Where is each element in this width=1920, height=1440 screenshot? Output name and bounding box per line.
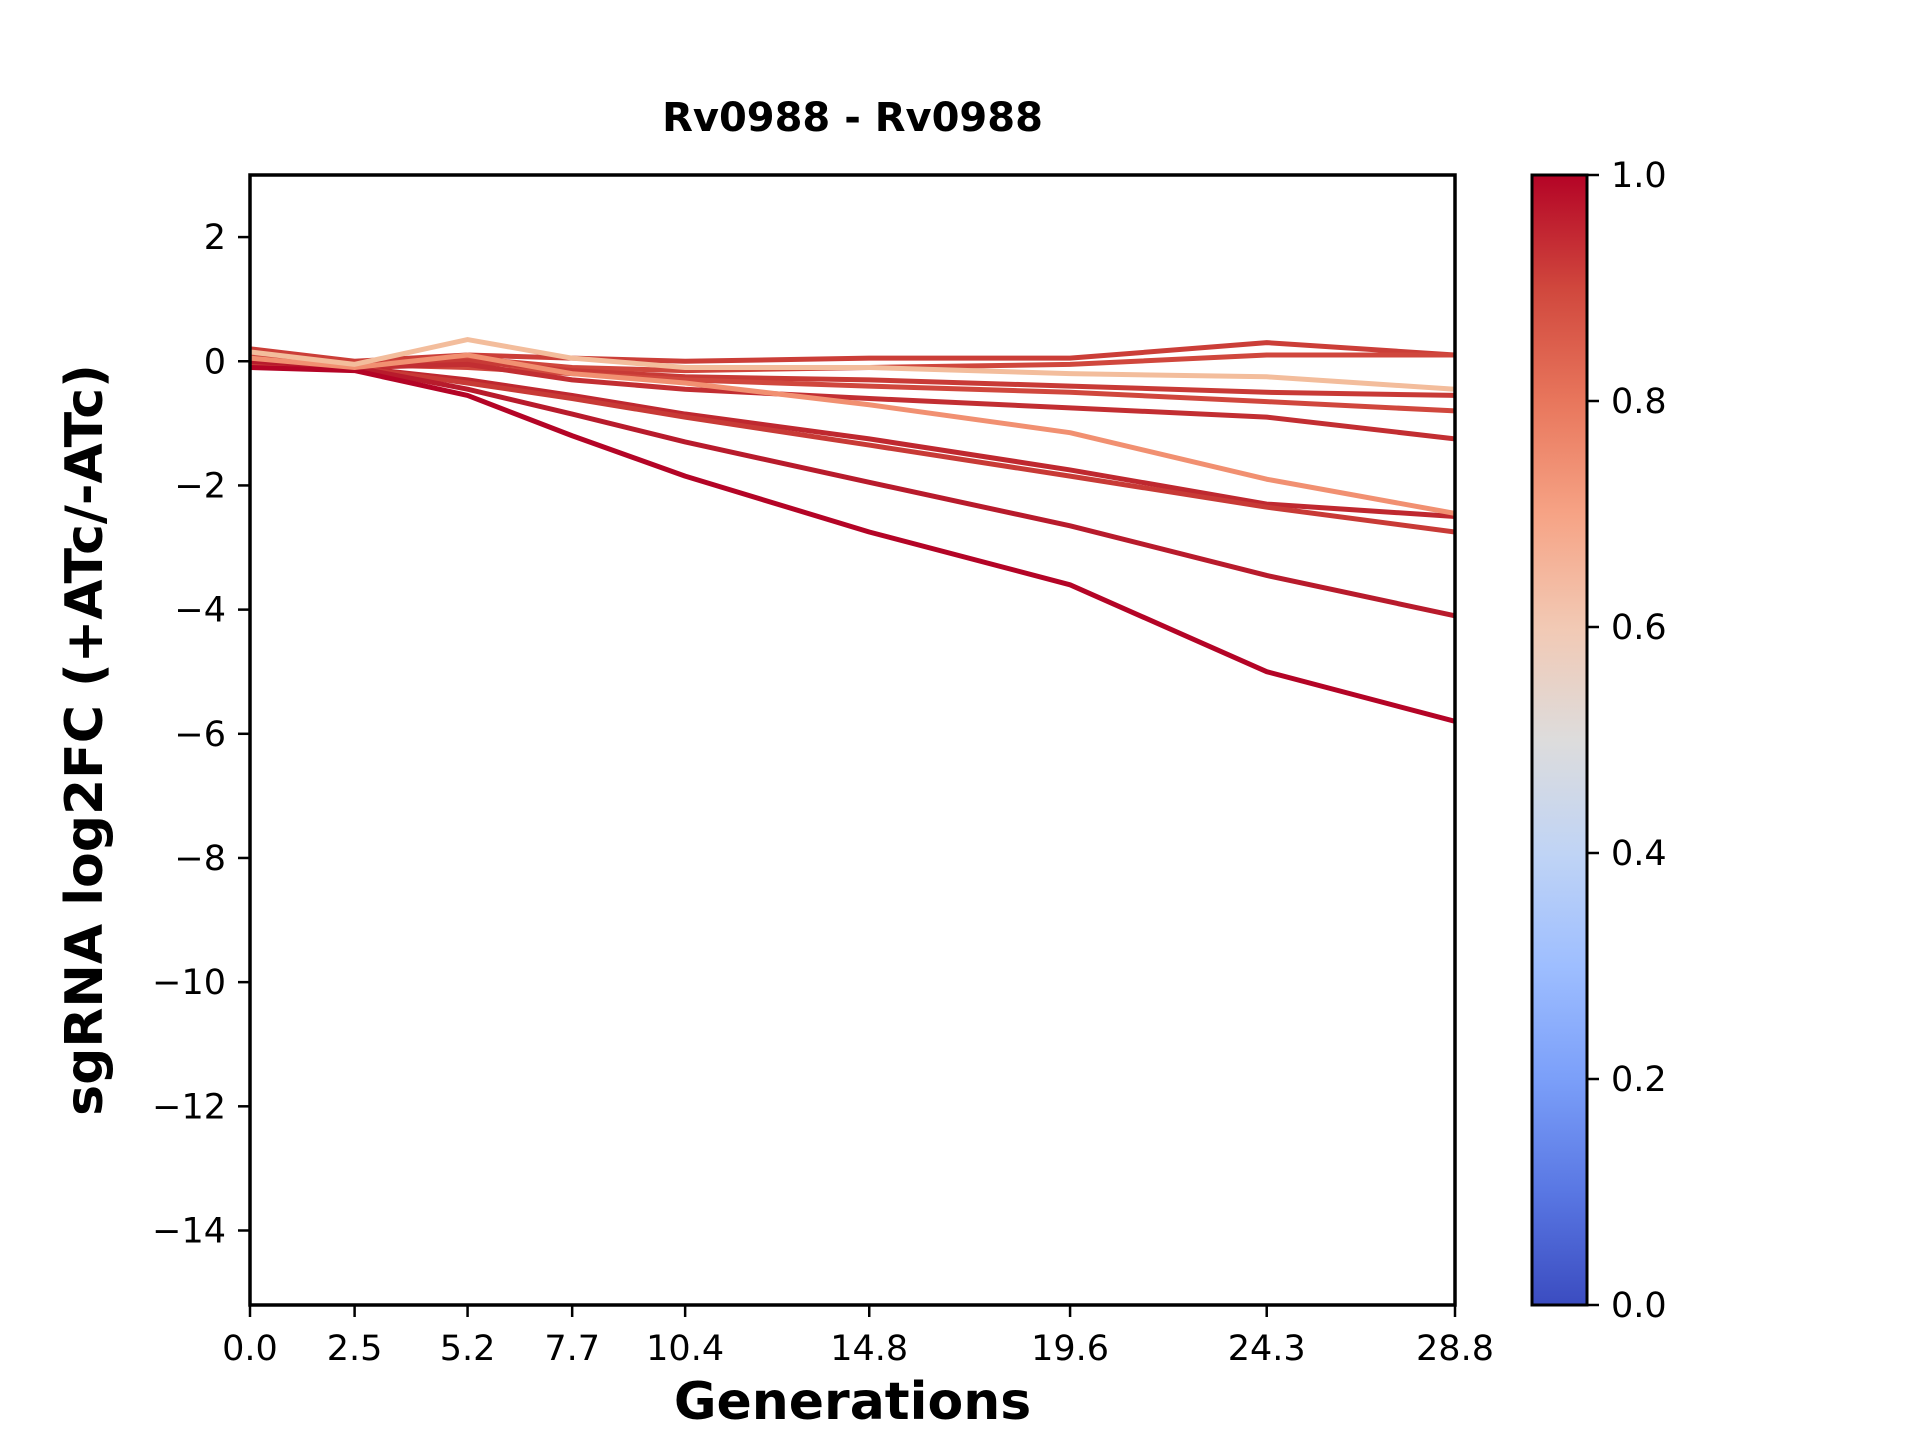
y-tick-label: −6: [174, 715, 226, 755]
y-tick-label: 0: [204, 342, 226, 382]
series-line_1: [250, 340, 1455, 364]
y-tick-label: −4: [174, 591, 226, 631]
colorbar-tick-label: 0.4: [1611, 834, 1667, 874]
y-tick-label: −2: [174, 466, 226, 506]
y-tick-label: −12: [152, 1087, 226, 1127]
y-tick-label: −14: [152, 1211, 226, 1251]
x-tick-label: 14.8: [830, 1329, 908, 1369]
plot-lines: [250, 337, 1455, 724]
series-line_10: [250, 352, 1455, 516]
series-line_8: [250, 358, 1455, 619]
colorbar-tick-label: 0.6: [1611, 608, 1667, 648]
x-axis-label: Generations: [673, 1372, 1032, 1432]
colorbar-tick-label: 0.2: [1611, 1060, 1667, 1100]
colorbar: [1532, 175, 1587, 1305]
y-axis-label-text: sgRNA log2FC (+ATc/-ATc): [55, 364, 115, 1116]
x-tick-label: 10.4: [646, 1329, 724, 1369]
chart-title: Rv0988 - Rv0988: [662, 95, 1043, 141]
colorbar-tick-label: 0.8: [1611, 382, 1667, 422]
x-tick-label: 5.2: [440, 1329, 496, 1369]
y-tick-label: 2: [204, 218, 226, 258]
x-tick-label: 7.7: [544, 1329, 600, 1369]
y-tick-label: −10: [152, 963, 226, 1003]
x-tick-label: 28.8: [1416, 1329, 1494, 1369]
series-line_11: [250, 337, 1455, 392]
colorbar-border: [1530, 173, 1589, 1307]
colorbar-tick-label: 0.0: [1611, 1286, 1667, 1326]
x-tick-label: 24.3: [1228, 1329, 1306, 1369]
colorbar-tick-label: 1.0: [1611, 156, 1667, 196]
x-tick-label: 2.5: [327, 1329, 383, 1369]
x-tick-label: 19.6: [1031, 1329, 1109, 1369]
plot-border: [248, 173, 1457, 1307]
series-line_5: [250, 361, 1455, 442]
x-tick-label: 0.0: [222, 1329, 278, 1369]
y-tick-label: −8: [174, 839, 226, 879]
series-line_9: [250, 364, 1455, 724]
